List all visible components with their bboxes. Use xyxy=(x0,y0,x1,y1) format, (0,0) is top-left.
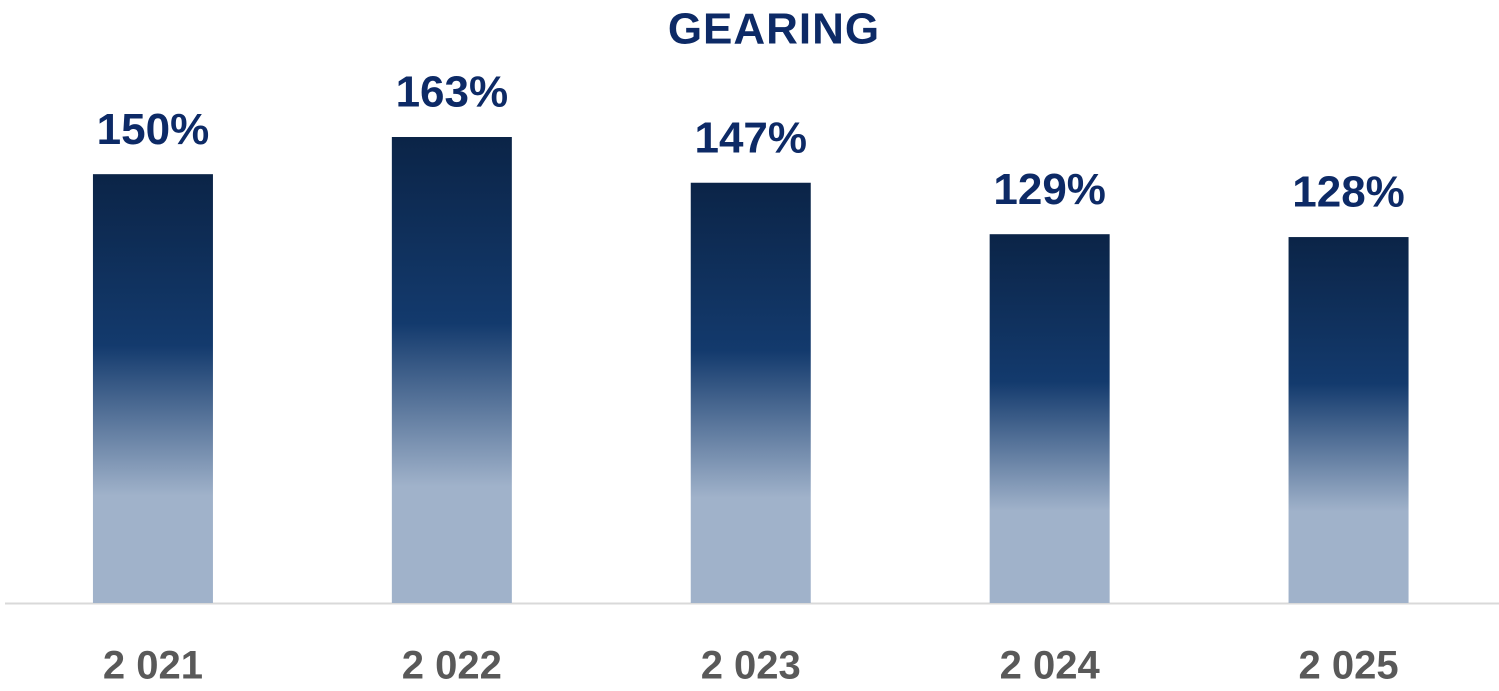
x-tick-label: 2 021 xyxy=(103,644,203,688)
chart-title: GEARING xyxy=(668,5,880,54)
bar xyxy=(1288,237,1409,604)
value-label: 163% xyxy=(396,68,509,117)
bar xyxy=(989,234,1110,603)
value-label: 150% xyxy=(97,105,210,154)
x-tick-label: 2 024 xyxy=(1000,644,1101,688)
x-tick-label: 2 022 xyxy=(402,644,502,688)
bar xyxy=(92,174,213,603)
value-label: 129% xyxy=(993,165,1106,214)
value-label: 128% xyxy=(1292,168,1405,217)
x-tick-label: 2 025 xyxy=(1298,644,1398,688)
bar xyxy=(391,137,512,603)
value-label: 147% xyxy=(694,113,807,162)
bar xyxy=(690,182,811,604)
x-tick-label: 2 023 xyxy=(701,644,801,688)
